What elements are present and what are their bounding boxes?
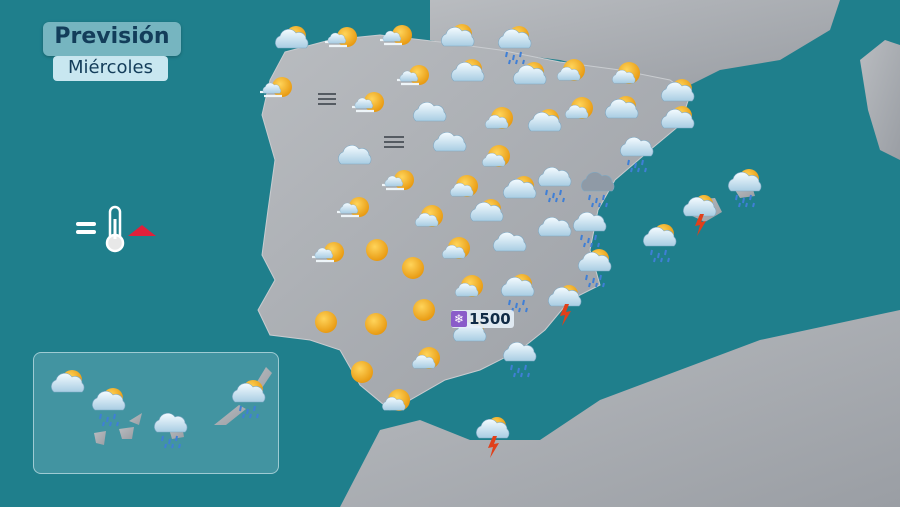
title-panel (43, 22, 181, 56)
weather-sun-cloud-icon (442, 237, 470, 259)
weather-rain-cloud-sun-icon (498, 26, 532, 65)
africa (340, 310, 900, 507)
thermometer-icon (105, 205, 125, 253)
temperature-legend (76, 205, 156, 253)
equals-icon (76, 222, 96, 234)
weather-sun-icon (365, 313, 387, 335)
snow-level-label: ❄ 1500 (451, 310, 514, 328)
weather-rain-dark-cloud-icon (581, 171, 615, 208)
weather-fog-sun-icon (397, 65, 429, 86)
weather-fog-sun-icon (352, 92, 384, 113)
canarias-cloud-sun-icon (51, 370, 85, 393)
day-panel (53, 56, 168, 81)
weather-sun-cloud-icon (612, 62, 640, 84)
france (430, 0, 840, 85)
weather-cloud-icon (338, 144, 372, 165)
weather-icons (260, 24, 762, 458)
canarias-rain-cloud-sun-icon (232, 380, 266, 419)
weather-cloud-sun-icon (528, 109, 562, 132)
fog-marks (318, 93, 404, 148)
weather-cloud-sun-icon (503, 176, 537, 199)
weather-cloud-sun-icon (451, 59, 485, 82)
weather-sun-cloud-icon (485, 107, 513, 129)
weather-rain-cloud-sun-icon (728, 169, 762, 208)
weather-cloud-icon (433, 131, 467, 152)
weather-cloud-sun-icon (661, 106, 695, 129)
weather-sun-cloud-icon (382, 389, 410, 411)
weather-sun-icon (413, 299, 435, 321)
weather-cloud-sun-icon (661, 79, 695, 102)
weather-cloud-sun-icon (441, 24, 475, 47)
weather-rain-cloud-icon (503, 341, 537, 378)
snow-level-value: 1500 (469, 310, 511, 328)
weather-fog-sun-icon (380, 25, 412, 46)
weather-storm-icon (683, 195, 717, 236)
sardinia-corsica (860, 40, 900, 160)
iberian-peninsula (257, 34, 691, 411)
weather-cloud-icon (413, 101, 447, 122)
weather-fog-sun-icon (312, 242, 344, 263)
weather-fog-sun-icon (382, 170, 414, 191)
canary-islands-map (51, 367, 272, 449)
weather-rain-cloud-sun-icon (578, 249, 612, 288)
forecast-title: Previsión (54, 24, 170, 49)
weather-sun-icon (351, 361, 373, 383)
canarias-rain-cloud-sun-icon (92, 388, 126, 427)
weather-sun-cloud-icon (412, 347, 440, 369)
weather-cloud-sun-icon (275, 26, 309, 49)
forecast-day: Miércoles (68, 57, 153, 78)
weather-fog-sun-icon (337, 197, 369, 218)
weather-cloud-icon (493, 231, 527, 252)
weather-sun-cloud-icon (450, 175, 478, 197)
weather-fog-sun-icon (325, 27, 357, 48)
canary-islands-inset (33, 352, 279, 474)
weather-rain-cloud-icon (620, 136, 654, 173)
weather-sun-cloud-icon (482, 145, 510, 167)
weather-rain-cloud-icon (573, 211, 607, 248)
weather-sun-cloud-icon (455, 275, 483, 297)
weather-cloud-sun-icon (470, 199, 504, 222)
rising-arrow-icon (128, 225, 156, 236)
weather-rain-cloud-sun-icon (643, 224, 677, 263)
canarias-rain-cloud-icon (154, 412, 188, 449)
weather-sun-icon (402, 257, 424, 279)
snowflake-icon: ❄ (451, 311, 467, 327)
weather-sun-cloud-icon (415, 205, 443, 227)
weather-cloud-icon (538, 216, 572, 237)
weather-fog-sun-icon (260, 77, 292, 98)
weather-rain-cloud-icon (538, 166, 572, 203)
weather-sun-cloud-icon (557, 59, 585, 81)
weather-cloud-sun-icon (513, 62, 547, 85)
weather-cloud-sun-icon (605, 96, 639, 119)
weather-storm-icon (476, 417, 510, 458)
weather-sun-icon (315, 311, 337, 333)
weather-sun-icon (366, 239, 388, 261)
weather-storm-icon (548, 285, 582, 326)
weather-sun-cloud-icon (565, 97, 593, 119)
